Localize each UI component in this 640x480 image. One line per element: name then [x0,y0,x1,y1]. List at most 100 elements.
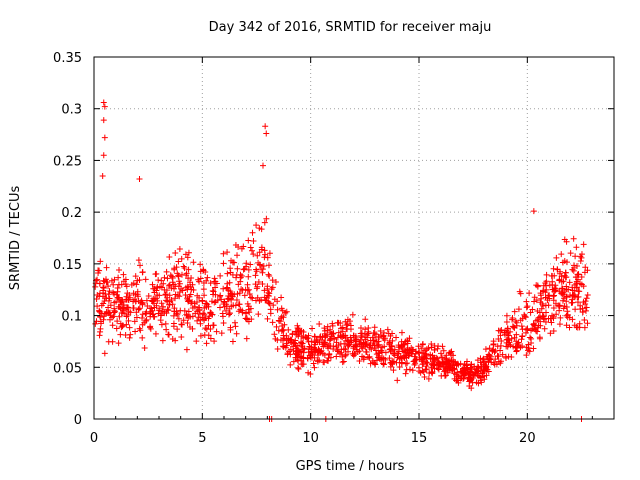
data-point [110,313,117,320]
data-point [321,359,328,366]
data-point [304,335,311,342]
data-point [387,333,394,340]
data-point [360,340,367,347]
data-point [334,347,341,354]
data-point [152,330,159,337]
data-point [208,309,215,316]
data-point [513,338,520,345]
data-point [107,312,114,319]
data-point [252,281,259,288]
data-point [96,307,103,314]
data-point [333,353,340,360]
data-point [398,329,405,336]
data-point [174,311,181,318]
data-point [333,339,340,346]
data-point [339,324,346,331]
data-point [530,208,537,215]
data-point [375,342,382,349]
data-point [435,343,442,350]
data-point [564,308,571,315]
data-point [507,328,514,335]
data-point [98,302,105,309]
data-point [244,300,251,307]
data-point [230,302,237,309]
data-point [516,288,523,295]
data-point [248,247,255,254]
data-point [139,269,146,276]
data-point [583,295,590,302]
data-point [555,302,562,309]
data-point [580,241,587,248]
data-point [561,272,568,279]
data-point [386,355,393,362]
data-point [211,275,218,282]
data-point [244,281,251,288]
data-point [373,338,380,345]
data-point [527,334,534,341]
data-point [558,251,565,258]
data-point [119,322,126,329]
data-point [220,260,227,267]
data-point [211,278,218,285]
x-tick-label: 0 [90,431,98,446]
data-point [227,265,234,272]
data-point [125,296,132,303]
data-point [425,375,432,382]
data-point [234,252,241,259]
data-point [183,346,190,353]
data-point [197,261,204,268]
data-point [130,305,137,312]
data-point [243,335,250,342]
data-point [176,293,183,300]
data-point [105,283,112,290]
data-point [573,244,580,251]
data-point [200,280,207,287]
data-point [96,332,103,339]
data-point [117,299,124,306]
data-point [576,320,583,327]
data-point [228,257,235,264]
data-point [477,374,484,381]
data-point [253,222,260,229]
data-point [271,331,278,338]
data-point [264,285,271,292]
data-point [339,359,346,366]
data-point [101,350,108,357]
data-point [388,343,395,350]
data-point [282,344,289,351]
data-point [345,342,352,349]
data-point [118,281,125,288]
data-point [112,308,119,315]
data-point [329,320,336,327]
data-point [314,349,321,356]
data-point [404,337,411,344]
data-point [163,268,170,275]
data-point [177,307,184,314]
data-point [178,321,185,328]
data-point [232,323,239,330]
data-point [510,324,517,331]
data-point [574,299,581,306]
data-point [162,320,169,327]
data-point [258,296,265,303]
data-point [344,326,351,333]
data-point [132,273,139,280]
data-point [485,351,492,358]
data-point [495,353,502,360]
data-point [176,278,183,285]
data-point [216,293,223,300]
data-point [107,302,114,309]
data-point [220,285,227,292]
data-point [342,351,349,358]
data-point [403,346,410,353]
data-point [100,277,107,284]
data-point [255,311,262,318]
data-point [573,278,580,285]
data-point [207,326,214,333]
data-point [279,343,286,350]
data-point [298,327,305,334]
data-point [315,346,322,353]
data-point [473,379,480,386]
data-point [114,318,121,325]
data-point [401,341,408,348]
